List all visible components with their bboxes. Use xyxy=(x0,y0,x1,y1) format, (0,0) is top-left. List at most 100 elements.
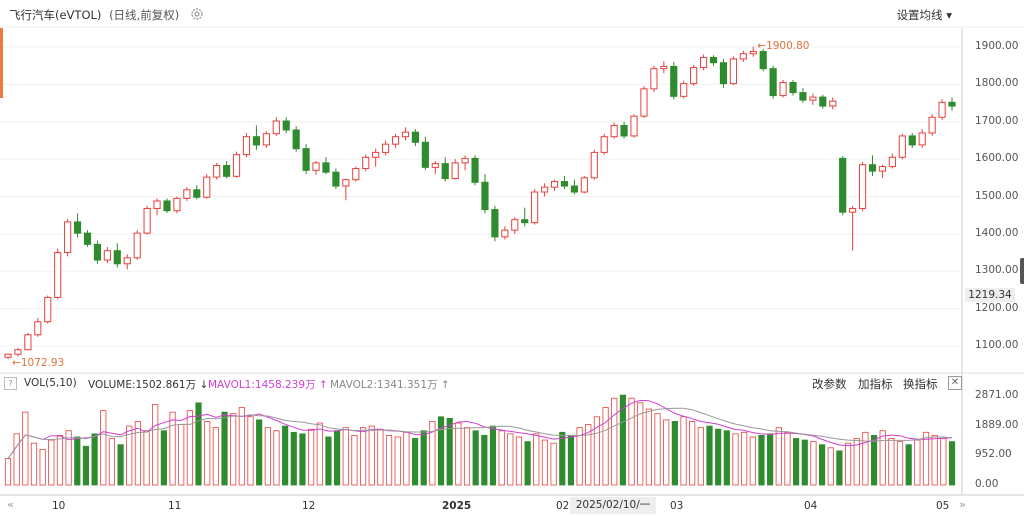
candle-body xyxy=(391,136,400,145)
candle-body xyxy=(332,171,340,187)
candle-body xyxy=(153,200,161,209)
volume-bar xyxy=(472,430,479,486)
volume-bar xyxy=(645,408,652,486)
volume-bar xyxy=(368,425,375,486)
mavol1-line xyxy=(7,399,953,459)
volume-bar xyxy=(533,433,540,486)
volume-bar xyxy=(256,419,263,486)
candle-body xyxy=(928,116,936,134)
scroll-left-icon[interactable]: « xyxy=(7,498,14,511)
volume-bar xyxy=(628,397,635,486)
candle-body xyxy=(491,209,499,238)
candle-body xyxy=(709,56,718,64)
volume-bar xyxy=(325,436,332,486)
candle-body xyxy=(461,157,469,164)
volume-bar xyxy=(39,448,46,486)
volume-bar xyxy=(576,427,583,486)
low-value: 1072.93 xyxy=(20,357,65,370)
volume-bar xyxy=(836,450,843,486)
candle-body xyxy=(948,101,956,107)
candle-body xyxy=(292,129,300,150)
candle-body xyxy=(272,120,280,135)
candle-body xyxy=(451,162,459,180)
switch-indicator-button[interactable]: 换指标 xyxy=(903,377,938,391)
volume-bar xyxy=(732,433,739,486)
volume-bar xyxy=(689,421,696,486)
volume-bar xyxy=(411,438,419,486)
edit-params-button[interactable]: 改参数 xyxy=(812,377,847,391)
scroll-right-icon[interactable]: » xyxy=(959,498,966,511)
volume-bar xyxy=(48,439,55,486)
help-icon[interactable]: ? xyxy=(4,377,17,390)
candle-body xyxy=(223,164,231,177)
close-icon[interactable]: ✕ xyxy=(948,376,962,390)
volume-bar xyxy=(888,438,895,486)
price-tick-label: 1900.00 xyxy=(975,40,1019,52)
time-tick-label: 04 xyxy=(804,500,818,512)
volume-bar xyxy=(56,435,64,486)
volume-bar xyxy=(316,422,323,486)
candle-body xyxy=(83,232,92,245)
volume-bar xyxy=(914,439,921,486)
candle-body xyxy=(352,167,360,181)
chart-title: 飞行汽车(eVTOL) (日线,前复权) xyxy=(9,7,179,23)
volume-bar xyxy=(749,436,756,486)
candle-body xyxy=(779,82,787,97)
volume-tick-label: 0.00 xyxy=(975,478,999,490)
volume-bar xyxy=(541,439,549,486)
candle-body xyxy=(113,250,121,265)
mavol2-line xyxy=(7,407,953,459)
candle-body xyxy=(163,200,171,212)
vol-mavol2-value: MAVOL2:1341.351万 ↑ xyxy=(330,379,450,391)
volume-bar xyxy=(948,441,956,486)
volume-bar xyxy=(810,441,817,486)
volume-bar xyxy=(905,444,912,486)
candle-body xyxy=(868,164,877,172)
gear-icon[interactable] xyxy=(190,7,204,21)
candle-body xyxy=(232,154,241,177)
candle-body xyxy=(133,232,141,259)
volume-bar xyxy=(420,430,427,486)
volume-bar xyxy=(784,431,791,486)
chart-subtitle: (日线,前复权) xyxy=(109,8,180,22)
volume-bar xyxy=(152,404,159,486)
volume-tick-label: 1889.00 xyxy=(975,419,1019,432)
volume-bar xyxy=(82,445,90,486)
vol-mavol1-value: MAVOL1:1458.239万 ↑ xyxy=(208,379,328,391)
candle-body xyxy=(600,136,608,153)
volume-bar xyxy=(611,397,618,486)
volume-bar xyxy=(767,433,774,486)
volume-bar xyxy=(273,430,280,486)
candle-body xyxy=(620,124,628,137)
volume-bar xyxy=(169,411,176,486)
volume-bar xyxy=(559,431,566,486)
candle-body xyxy=(799,92,807,101)
price-tick-label: 1800.00 xyxy=(975,77,1019,90)
volume-bar xyxy=(100,410,107,486)
volume-bar xyxy=(741,431,748,486)
add-indicator-button[interactable]: 加指标 xyxy=(858,377,893,391)
volume-bar xyxy=(143,430,150,486)
volume-bar xyxy=(819,444,826,486)
candle-body xyxy=(193,189,201,198)
volume-bar xyxy=(134,421,141,486)
candle-body xyxy=(570,185,578,193)
crosshair-date-label: 2025/02/10/一 xyxy=(570,497,656,514)
instrument-name: 飞行汽车(eVTOL) xyxy=(9,8,102,22)
volume-bar xyxy=(715,428,722,486)
volume-bar xyxy=(896,441,904,486)
candle-body xyxy=(411,131,419,143)
candle-body xyxy=(312,162,320,171)
candle-body xyxy=(213,164,221,178)
candle-body xyxy=(878,166,887,172)
candle-body xyxy=(541,186,549,193)
candle-body xyxy=(14,349,22,355)
candle-body xyxy=(729,58,737,85)
volume-bar xyxy=(186,410,193,486)
volume-bars xyxy=(4,394,956,486)
candle-body xyxy=(680,83,688,97)
vol-indicator-name[interactable]: VOL(5,10) xyxy=(24,377,77,389)
side-panel-toggle[interactable] xyxy=(1020,258,1024,284)
set-ma-button[interactable]: 设置均线 ▾ xyxy=(896,8,952,22)
